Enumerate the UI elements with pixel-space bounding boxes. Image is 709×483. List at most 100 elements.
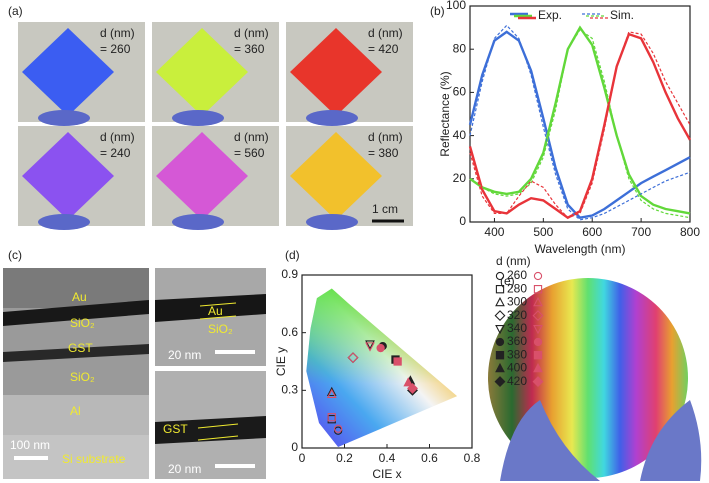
- point: [403, 377, 414, 387]
- finger: [38, 214, 90, 230]
- panel-label: (c): [8, 248, 22, 262]
- y-tick-label: 0.3: [281, 383, 298, 397]
- x-tick-label: 0.6: [421, 451, 438, 465]
- sample: [156, 132, 248, 220]
- point: [333, 424, 343, 433]
- legend-marker: [533, 362, 543, 373]
- legend-label: 380: [507, 347, 527, 361]
- legend-marker: [495, 271, 505, 281]
- sample-value: = 360: [234, 42, 265, 56]
- legend-label: 360: [507, 334, 527, 348]
- sample-value: = 240: [100, 146, 131, 160]
- layer-label: SiO₂: [208, 322, 233, 336]
- curve: [469, 31, 691, 219]
- layer-label: GST: [163, 422, 188, 436]
- scale-label: 1 cm: [372, 202, 398, 216]
- finger: [172, 214, 224, 230]
- sample: [22, 28, 114, 116]
- y-tick-label: 40: [453, 128, 467, 142]
- legend-marker: [532, 310, 544, 322]
- legend-label: 320: [507, 308, 527, 322]
- sample-label: d (nm): [368, 26, 403, 40]
- layer-label: SiO₂: [70, 370, 95, 384]
- layer-label: Si substrate: [62, 452, 126, 466]
- x-tick-label: 0: [299, 451, 306, 465]
- legend-marker: [533, 285, 543, 294]
- scale-label: 100 nm: [10, 438, 50, 452]
- point: [327, 413, 336, 422]
- layer: [3, 395, 149, 435]
- y-tick-label: 60: [453, 85, 467, 99]
- point: [407, 382, 418, 394]
- finger: [172, 110, 224, 126]
- y-tick-label: 0.9: [281, 267, 298, 281]
- y-tick-label: 20: [453, 171, 467, 185]
- x-tick-label: 700: [631, 225, 651, 239]
- legend-label: 260: [507, 268, 527, 282]
- legend-marker: [495, 325, 505, 335]
- legend-marker: [495, 296, 505, 307]
- sample-label: d (nm): [100, 26, 135, 40]
- finger: [38, 110, 90, 126]
- color-gamut: [306, 288, 458, 447]
- sample-value: = 560: [234, 146, 265, 160]
- legend-marker: [532, 376, 544, 388]
- layer-label: SiO₂: [70, 316, 95, 330]
- y-tick-label: 0.6: [281, 325, 298, 339]
- layer: [3, 344, 149, 362]
- panel-e: [485, 262, 707, 481]
- y-axis-label: Reflectance (%): [438, 71, 452, 156]
- marker-line: [199, 315, 237, 320]
- point: [376, 343, 385, 353]
- legend-marker: [495, 351, 505, 360]
- panel-c: Au SiO₂ GST SiO₂ Al Si substrate 100 nm …: [3, 268, 266, 479]
- legend-marker: [495, 285, 505, 294]
- finger: [306, 110, 358, 126]
- x-tick-label: 0.4: [379, 451, 396, 465]
- x-tick-label: 500: [533, 225, 553, 239]
- sample-label: d (nm): [100, 130, 135, 144]
- layer-label: GST: [68, 341, 93, 355]
- layer: [155, 416, 266, 444]
- legend-marker: [533, 325, 543, 335]
- x-tick-label: 0.2: [336, 451, 353, 465]
- x-axis-label: Wavelength (nm): [535, 242, 626, 256]
- plot-frame: [469, 5, 691, 223]
- curve: [469, 28, 691, 219]
- point: [365, 340, 375, 350]
- sample-value: = 260: [100, 42, 131, 56]
- marker-line: [197, 423, 239, 429]
- y-tick-label: 0: [291, 440, 298, 454]
- y-tick-label: 100: [446, 0, 466, 12]
- y-tick-label: 80: [453, 41, 467, 55]
- legend-label: 400: [507, 361, 527, 375]
- legend-marker: [495, 362, 505, 373]
- x-tick-label: 0.8: [464, 451, 481, 465]
- x-tick-label: 400: [484, 225, 504, 239]
- sample: [290, 28, 382, 116]
- y-axis-label: CIE y: [274, 347, 288, 376]
- panel-a: d (nm) = 260 d (nm) = 360 d (nm) = 420 d (nm) =…: [18, 22, 413, 230]
- legend-label: 340: [507, 321, 527, 335]
- panel-label: (a): [8, 4, 23, 18]
- legend-marker: [494, 376, 506, 388]
- sample: [290, 132, 382, 220]
- legend-marker: [494, 310, 506, 322]
- sample-value: = 420: [368, 42, 399, 56]
- curve: [469, 25, 691, 215]
- sample-value: = 380: [368, 146, 399, 160]
- layer: [3, 268, 149, 308]
- finger: [306, 214, 358, 230]
- point: [393, 357, 402, 366]
- legend-title: d (nm): [496, 254, 531, 268]
- sample-label: d (nm): [368, 130, 403, 144]
- x-tick-label: 800: [680, 225, 700, 239]
- legend-label: Exp.: [538, 8, 562, 22]
- curve: [469, 24, 691, 221]
- legend-label: 280: [507, 281, 527, 295]
- x-tick-label: 600: [582, 225, 602, 239]
- layer: [155, 294, 266, 322]
- point: [365, 342, 375, 352]
- legend-marker: [533, 271, 543, 281]
